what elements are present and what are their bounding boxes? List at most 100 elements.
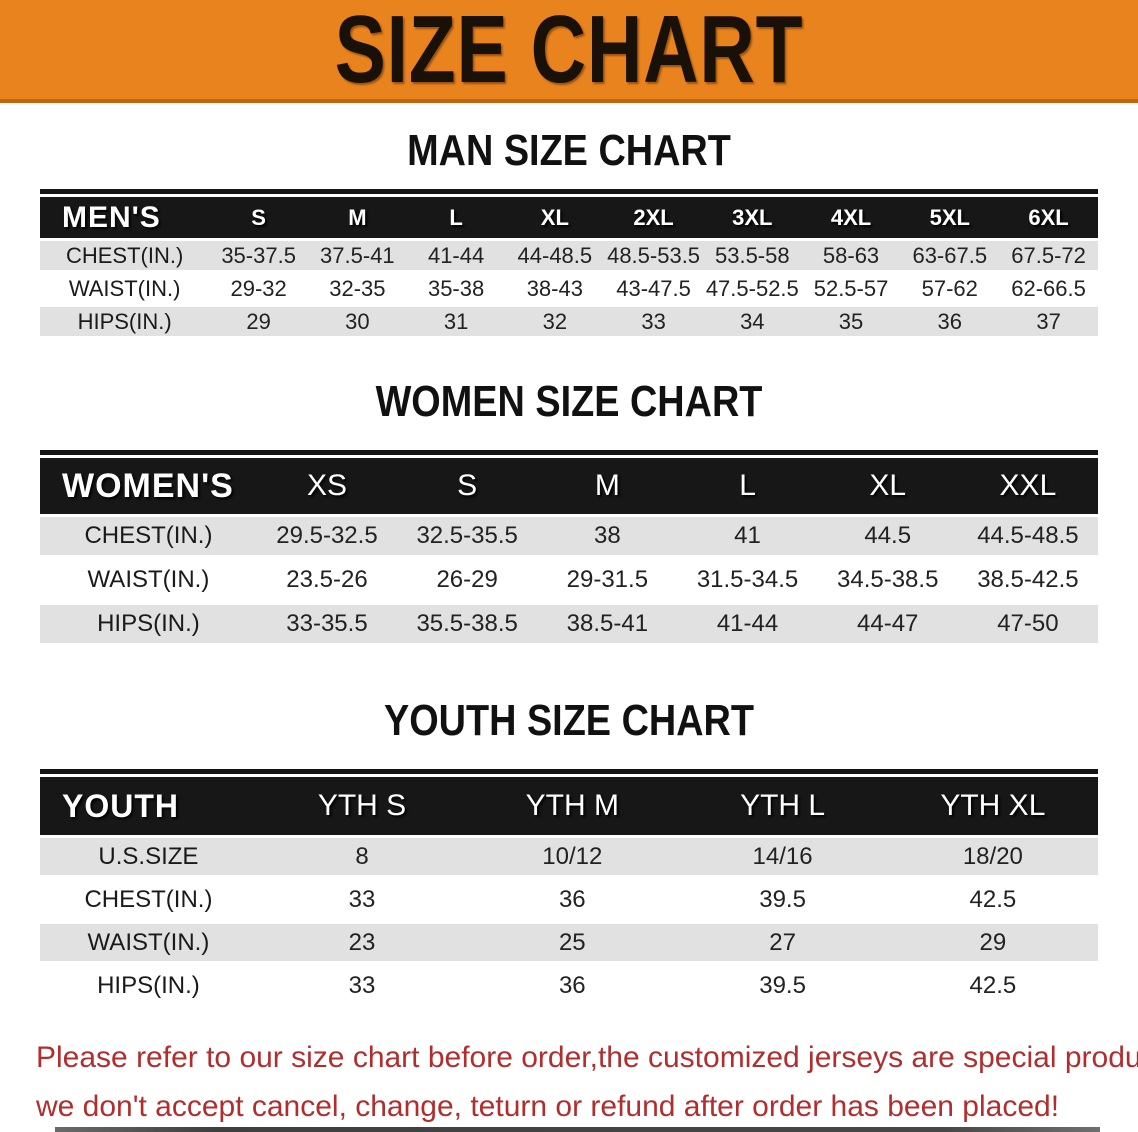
size-column-header: L: [677, 458, 818, 517]
size-value-cell: 42.5: [887, 967, 1098, 1010]
size-value-cell: 36: [900, 307, 1000, 340]
size-value-cell: 33: [256, 881, 468, 924]
womens-size-table: WOMEN'S XS S M L XL XXL CHEST(IN.) 29.5-32.5 32.5…: [40, 450, 1098, 649]
size-value-cell: 63-67.5: [900, 241, 1000, 274]
size-value-cell: 52.5-57: [801, 274, 901, 307]
table-header-row: WOMEN'S XS S M L XL XXL: [40, 458, 1098, 517]
size-value-cell: 38: [537, 517, 678, 561]
size-value-cell: 57-62: [900, 274, 1000, 307]
measurement-label: WAIST(IN.): [40, 561, 257, 605]
size-column-header: L: [406, 197, 506, 241]
table-row: HIPS(IN.) 29 30 31 32 33 34 35 36 37: [40, 307, 1098, 340]
size-value-cell: 29-31.5: [537, 561, 678, 605]
page-title: SIZE CHART: [334, 0, 804, 103]
size-value-cell: 36: [467, 967, 678, 1010]
size-value-cell: 35-38: [406, 274, 506, 307]
size-value-cell: 32: [505, 307, 605, 340]
size-column-header: 3XL: [702, 197, 802, 241]
size-table: YOUTH YTH S YTH M YTH L YTH XL U.S.SIZE 8 10/12…: [40, 777, 1098, 1010]
size-value-cell: 14/16: [677, 838, 888, 881]
size-value-cell: 44-47: [817, 605, 958, 649]
size-column-header: 2XL: [604, 197, 703, 241]
table-header-row: YOUTH YTH S YTH M YTH L YTH XL: [40, 777, 1098, 838]
measurement-label: CHEST(IN.): [40, 241, 210, 274]
size-value-cell: 23: [256, 924, 468, 967]
man-size-heading: MAN SIZE CHART: [407, 126, 731, 175]
size-column-header: S: [209, 197, 308, 241]
size-column-header: XL: [817, 458, 958, 517]
size-value-cell: 42.5: [887, 881, 1098, 924]
table-row: HIPS(IN.) 33-35.5 35.5-38.5 38.5-41 41-44 44-…: [40, 605, 1098, 649]
size-value-cell: 38.5-42.5: [957, 561, 1098, 605]
measurement-label: WAIST(IN.): [40, 924, 257, 967]
size-column-header: 6XL: [999, 197, 1098, 241]
size-value-cell: 18/20: [887, 838, 1098, 881]
size-value-cell: 29: [209, 307, 308, 340]
mens-size-table: MEN'S S M L XL 2XL 3XL 4XL 5XL 6XL CHEST(IN.) 35-37…: [40, 189, 1098, 340]
size-column-header: XS: [256, 458, 398, 517]
size-value-cell: 48.5-53.5: [604, 241, 703, 274]
size-value-cell: 62-66.5: [999, 274, 1098, 307]
size-value-cell: 33: [604, 307, 703, 340]
size-value-cell: 44-48.5: [505, 241, 605, 274]
size-value-cell: 58-63: [801, 241, 901, 274]
table-row: WAIST(IN.) 23.5-26 26-29 29-31.5 31.5-34.5 34…: [40, 561, 1098, 605]
measurement-label: HIPS(IN.): [40, 605, 257, 649]
size-value-cell: 31.5-34.5: [677, 561, 818, 605]
size-value-cell: 29-32: [209, 274, 308, 307]
size-value-cell: 39.5: [677, 967, 888, 1010]
size-column-header: YTH S: [256, 777, 468, 838]
table-row: U.S.SIZE 8 10/12 14/16 18/20: [40, 838, 1098, 881]
size-value-cell: 38-43: [505, 274, 605, 307]
size-value-cell: 36: [467, 881, 678, 924]
size-value-cell: 33-35.5: [256, 605, 398, 649]
size-value-cell: 31: [406, 307, 506, 340]
size-value-cell: 44.5-48.5: [957, 517, 1098, 561]
disclaimer: Please refer to our size chart before or…: [36, 1034, 1138, 1131]
size-value-cell: 38.5-41: [537, 605, 678, 649]
size-value-cell: 32.5-35.5: [397, 517, 538, 561]
size-value-cell: 37: [999, 307, 1098, 340]
size-column-header: 4XL: [801, 197, 901, 241]
size-value-cell: 33: [256, 967, 468, 1010]
measurement-label: WAIST(IN.): [40, 274, 210, 307]
size-value-cell: 41-44: [677, 605, 818, 649]
size-value-cell: 41-44: [406, 241, 506, 274]
youth-size-heading: YOUTH SIZE CHART: [383, 696, 754, 745]
size-column-header: YTH L: [677, 777, 888, 838]
size-value-cell: 8: [256, 838, 468, 881]
women-size-heading: WOMEN SIZE CHART: [375, 377, 763, 426]
size-value-cell: 34.5-38.5: [817, 561, 958, 605]
size-value-cell: 41: [677, 517, 818, 561]
youth-size-section: YOUTH SIZE CHART YOUTH YTH S YTH M YTH L YTH…: [0, 699, 1138, 1010]
disclaimer-line-2: we don't accept cancel, change, teturn o…: [36, 1089, 1060, 1123]
size-column-header: XXL: [957, 458, 1098, 517]
measurement-label: HIPS(IN.): [40, 307, 210, 340]
measurement-label: CHEST(IN.): [40, 517, 257, 561]
size-column-header: M: [308, 197, 407, 241]
disclaimer-line-1: Please refer to our size chart before or…: [36, 1041, 1138, 1074]
size-value-cell: 43-47.5: [604, 274, 703, 307]
table-row: CHEST(IN.) 33 36 39.5 42.5: [40, 881, 1098, 924]
size-column-header: M: [537, 458, 678, 517]
size-column-header: S: [397, 458, 538, 517]
size-value-cell: 37.5-41: [308, 241, 407, 274]
table-group-label: MEN'S: [40, 197, 210, 241]
size-value-cell: 30: [308, 307, 407, 340]
women-size-section: WOMEN SIZE CHART WOMEN'S XS S M L XL XXL CHEST(…: [0, 380, 1138, 649]
size-value-cell: 47.5-52.5: [702, 274, 802, 307]
size-column-header: 5XL: [900, 197, 1000, 241]
table-row: HIPS(IN.) 33 36 39.5 42.5: [40, 967, 1098, 1010]
table-row: WAIST(IN.) 23 25 27 29: [40, 924, 1098, 967]
table-row: CHEST(IN.) 35-37.5 37.5-41 41-44 44-48.5 48.5…: [40, 241, 1098, 274]
table-group-label: WOMEN'S: [40, 458, 257, 517]
size-value-cell: 67.5-72: [999, 241, 1098, 274]
size-value-cell: 35.5-38.5: [397, 605, 538, 649]
banner: SIZE CHART: [0, 0, 1138, 103]
size-value-cell: 26-29: [397, 561, 538, 605]
man-size-section: MAN SIZE CHART MEN'S S M L XL 2XL 3XL 4XL 5XL 6XL…: [0, 129, 1138, 340]
size-value-cell: 39.5: [677, 881, 888, 924]
measurement-label: U.S.SIZE: [40, 838, 257, 881]
measurement-label: HIPS(IN.): [40, 967, 257, 1010]
